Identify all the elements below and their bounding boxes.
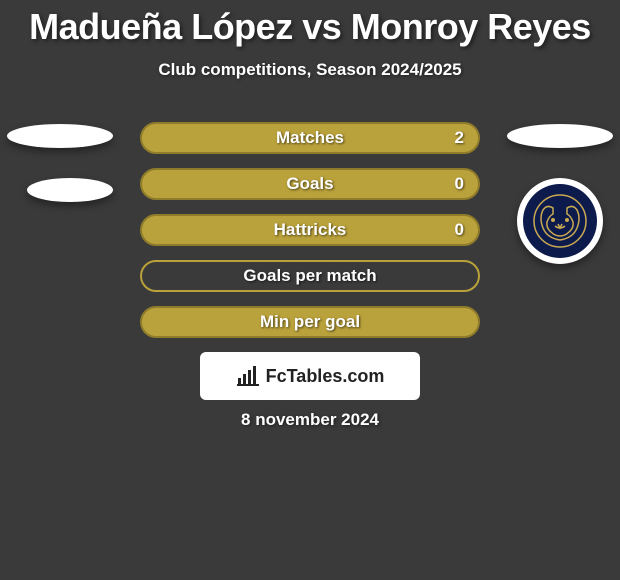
stat-row-goals: Goals 0 [140, 168, 480, 200]
stat-row-hattricks: Hattricks 0 [140, 214, 480, 246]
subtitle: Club competitions, Season 2024/2025 [0, 60, 620, 80]
player1-badge-placeholder [27, 178, 113, 202]
player1-avatar-placeholder [7, 124, 113, 148]
logo-text: FcTables.com [266, 366, 385, 387]
fctables-logo[interactable]: FcTables.com [200, 352, 420, 400]
pumas-logo-icon [533, 194, 587, 248]
stat-label: Goals [286, 174, 333, 194]
stats-rows: Matches 2 Goals 0 Hattricks 0 Goals per match M… [140, 122, 480, 352]
stat-value: 0 [455, 220, 464, 240]
stat-row-min-per-goal: Min per goal [140, 306, 480, 338]
player2-club-badge [517, 178, 603, 264]
stat-row-matches: Matches 2 [140, 122, 480, 154]
stat-value: 0 [455, 174, 464, 194]
club-badge-inner [523, 184, 597, 258]
page-title: Madueña López vs Monroy Reyes [0, 0, 620, 48]
stat-label: Min per goal [260, 312, 360, 332]
stat-label: Hattricks [274, 220, 347, 240]
stat-row-goals-per-match: Goals per match [140, 260, 480, 292]
date-label: 8 november 2024 [0, 410, 620, 430]
stat-label: Matches [276, 128, 344, 148]
stat-value: 2 [455, 128, 464, 148]
player2-avatar-placeholder [507, 124, 613, 148]
bar-chart-icon [236, 364, 260, 388]
stat-label: Goals per match [243, 266, 376, 286]
